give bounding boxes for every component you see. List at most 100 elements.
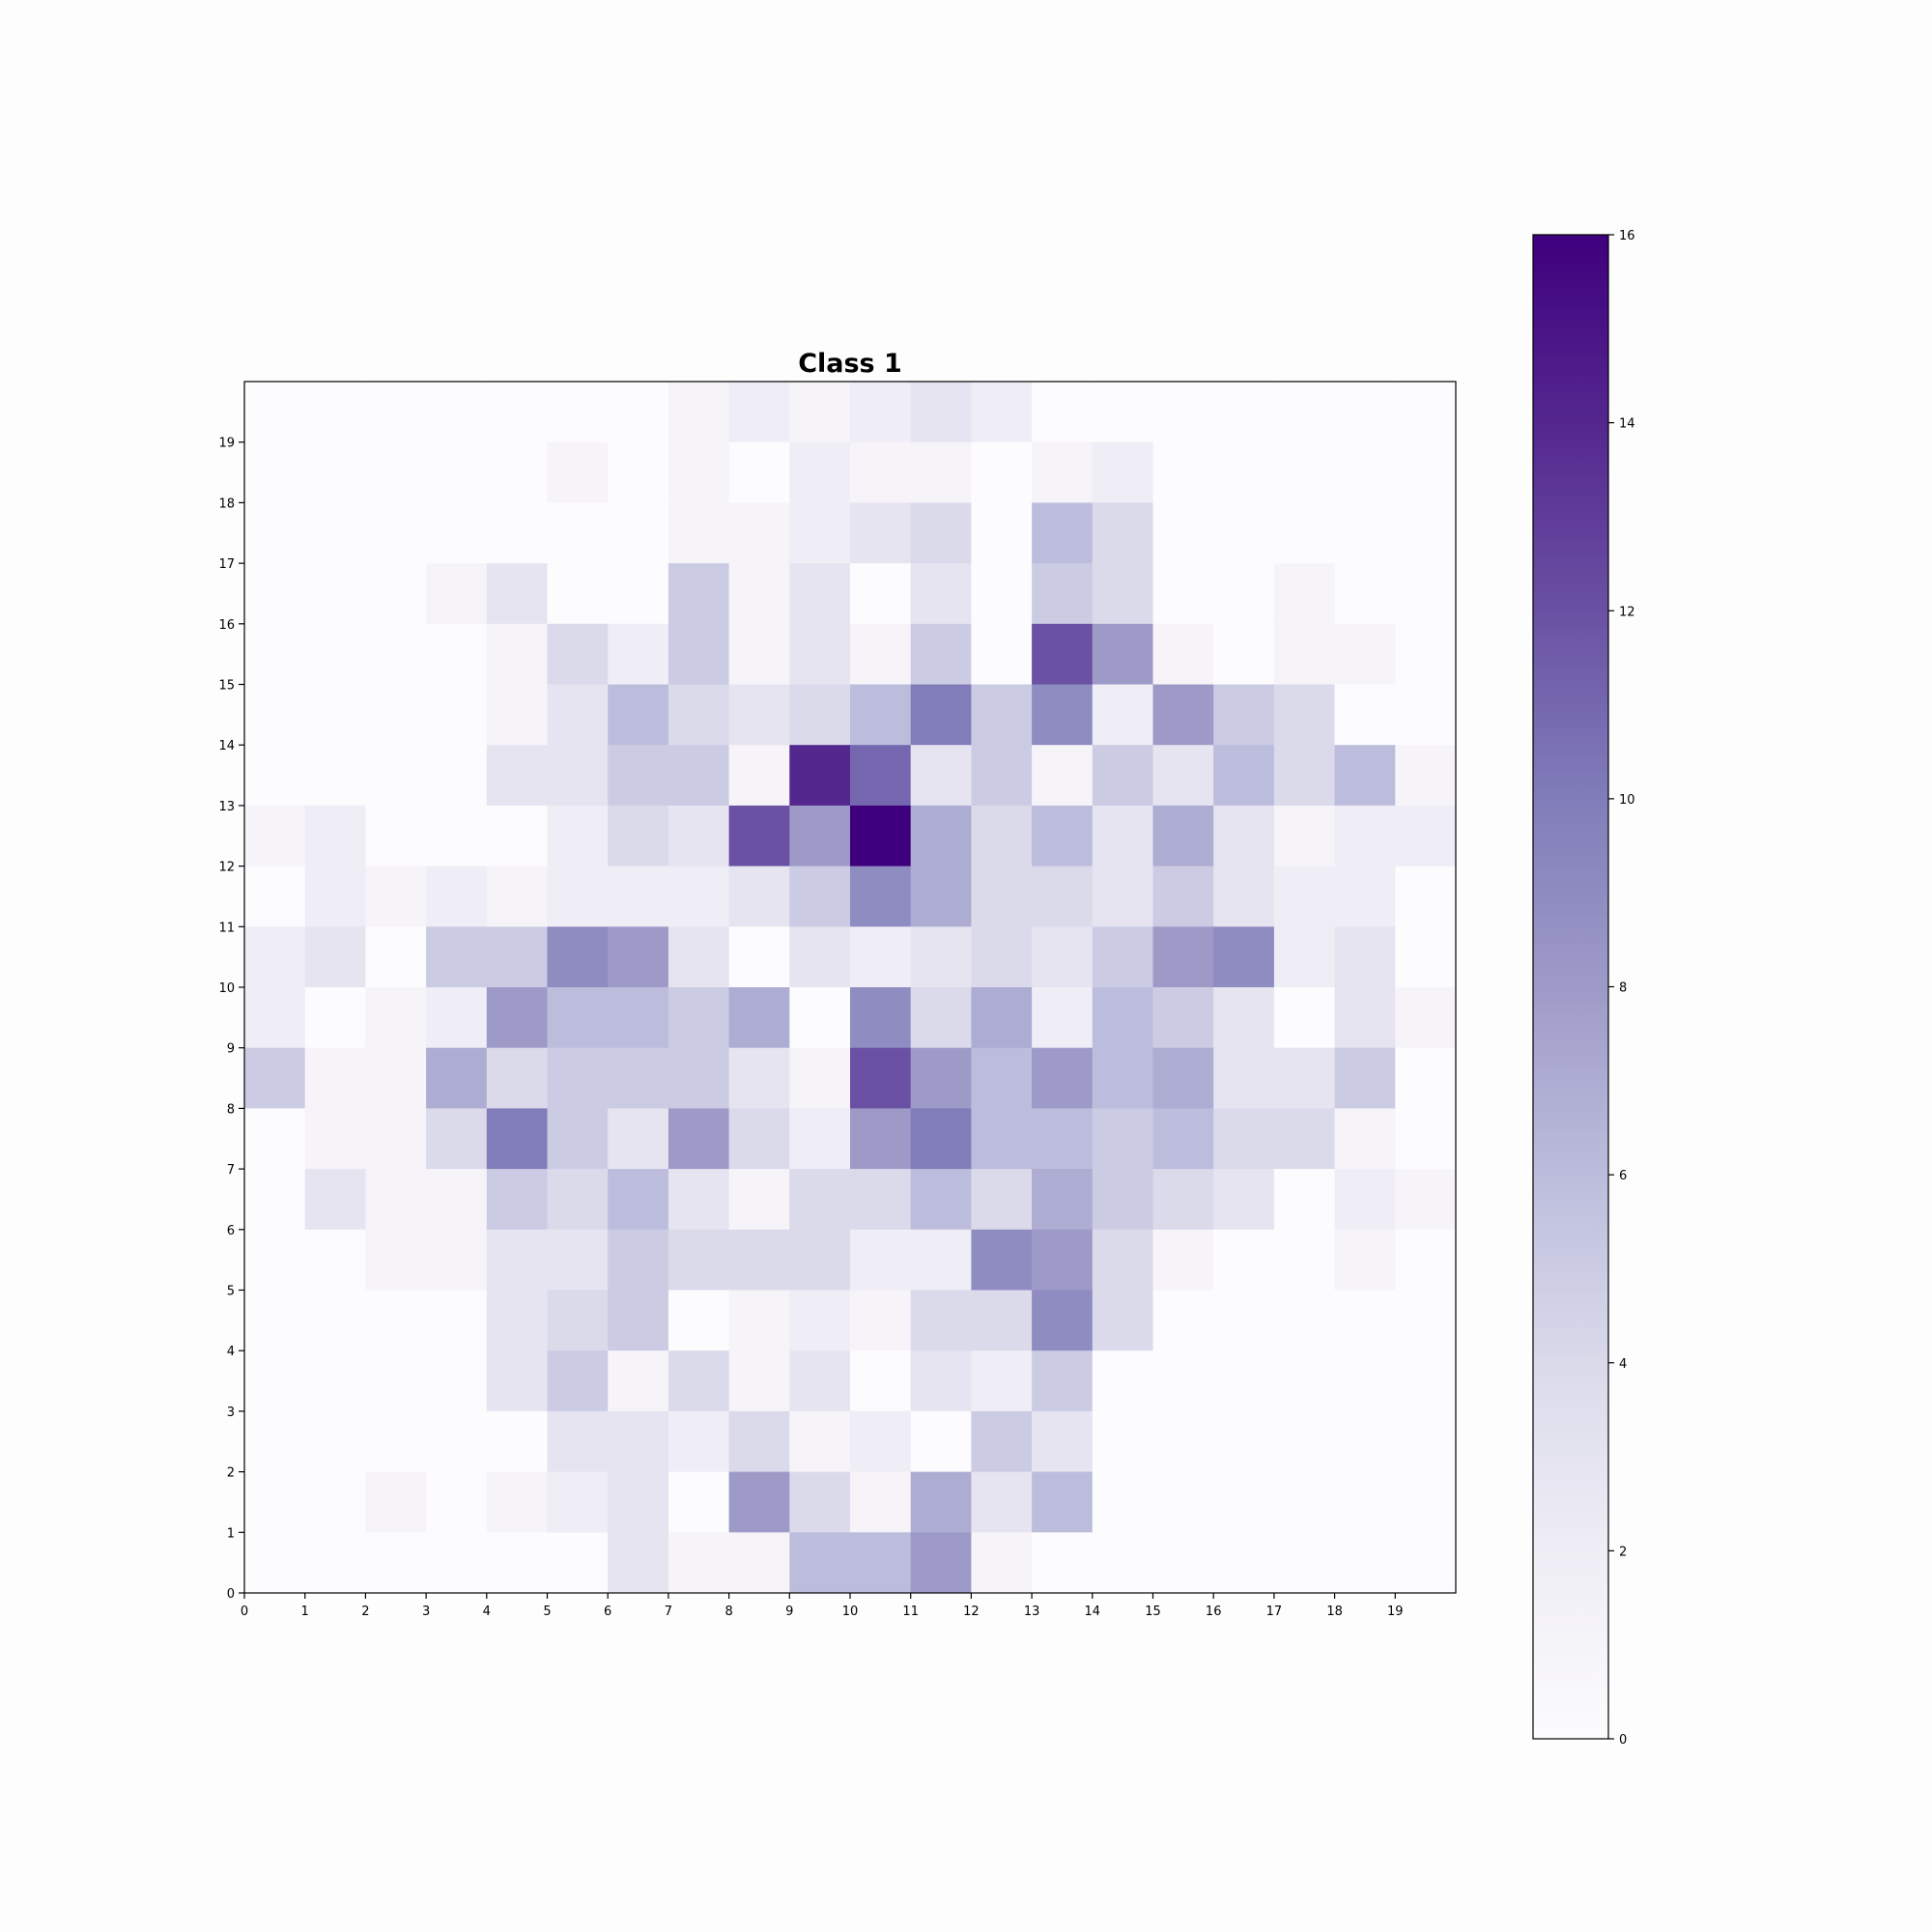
heatmap-cell bbox=[1213, 441, 1275, 503]
heatmap-cell bbox=[547, 623, 609, 685]
heatmap-cell bbox=[1395, 1471, 1457, 1533]
heatmap-cell bbox=[1152, 1532, 1214, 1594]
heatmap-cell bbox=[1092, 684, 1153, 746]
heatmap-cell bbox=[426, 1350, 488, 1412]
colorbar-tick-label: 4 bbox=[1619, 1357, 1627, 1372]
heatmap-cell bbox=[1092, 502, 1153, 564]
heatmap-cell bbox=[1032, 1229, 1094, 1291]
heatmap-cell bbox=[850, 1410, 912, 1473]
heatmap-cell bbox=[1334, 1350, 1396, 1412]
heatmap-cell bbox=[1395, 1532, 1457, 1594]
heatmap-cell bbox=[486, 1350, 548, 1412]
y-tick-label: 7 bbox=[227, 1163, 235, 1178]
heatmap-cell bbox=[1213, 1047, 1275, 1109]
x-tick-label: 16 bbox=[1206, 1605, 1222, 1619]
heatmap-cell bbox=[1092, 1471, 1153, 1533]
x-tick-label: 8 bbox=[724, 1605, 732, 1619]
heatmap-cell bbox=[244, 1229, 306, 1291]
heatmap-cell bbox=[1334, 866, 1396, 927]
heatmap-cell bbox=[426, 1290, 488, 1351]
heatmap-cell bbox=[608, 1229, 669, 1291]
heatmap-cell bbox=[668, 1290, 730, 1351]
heatmap-cell bbox=[1395, 805, 1457, 867]
heatmap-cell bbox=[728, 1169, 790, 1231]
heatmap-cell bbox=[608, 1410, 669, 1473]
heatmap-cell bbox=[1273, 1290, 1336, 1351]
heatmap-cell bbox=[1395, 441, 1457, 503]
x-tick-label: 3 bbox=[422, 1605, 430, 1619]
heatmap-cell bbox=[1032, 745, 1094, 807]
heatmap-cell bbox=[1334, 745, 1396, 807]
heatmap-cell bbox=[244, 805, 306, 867]
heatmap-cell bbox=[244, 987, 306, 1049]
heatmap-cell bbox=[971, 684, 1033, 746]
heatmap-cell bbox=[728, 623, 790, 685]
heatmap-cell bbox=[728, 563, 790, 625]
heatmap-cell bbox=[1092, 1229, 1153, 1291]
heatmap-cell bbox=[547, 1108, 609, 1170]
heatmap-cell bbox=[1032, 1290, 1094, 1351]
heatmap-cell bbox=[1152, 684, 1214, 746]
heatmap-cell bbox=[365, 866, 427, 927]
chart-title: Class 1 bbox=[798, 349, 902, 379]
heatmap-cell bbox=[608, 623, 669, 685]
y-tick-label: 3 bbox=[227, 1406, 235, 1420]
x-tick-label: 17 bbox=[1266, 1605, 1283, 1619]
heatmap-cell bbox=[728, 502, 790, 564]
heatmap-cell bbox=[668, 805, 730, 867]
heatmap-cell bbox=[1092, 1290, 1153, 1351]
heatmap-cell bbox=[1152, 1410, 1214, 1473]
heatmap-cell bbox=[1334, 987, 1396, 1049]
heatmap-cell bbox=[971, 1350, 1033, 1412]
heatmap-cell bbox=[1395, 684, 1457, 746]
heatmap-cell bbox=[547, 987, 609, 1049]
y-tick-label: 8 bbox=[227, 1102, 235, 1117]
heatmap-cell bbox=[1213, 1290, 1275, 1351]
heatmap-cell bbox=[850, 441, 912, 503]
heatmap-cell bbox=[1032, 684, 1094, 746]
y-tick-label: 5 bbox=[227, 1285, 235, 1299]
heatmap-cell bbox=[426, 1169, 488, 1231]
heatmap-cell bbox=[668, 1229, 730, 1291]
heatmap-cell bbox=[486, 1047, 548, 1109]
heatmap-cell bbox=[547, 805, 609, 867]
heatmap-cell bbox=[910, 1410, 972, 1473]
heatmap-cell bbox=[304, 926, 366, 988]
heatmap-cell bbox=[910, 926, 972, 988]
heatmap-cell bbox=[1213, 1229, 1275, 1291]
heatmap-cell bbox=[1213, 623, 1275, 685]
heatmap-cell bbox=[1334, 926, 1396, 988]
heatmap-cell bbox=[244, 1169, 306, 1231]
heatmap-cell bbox=[850, 1047, 912, 1109]
heatmap-cell bbox=[486, 987, 548, 1049]
heatmap-cell bbox=[971, 1290, 1033, 1351]
heatmap-cell bbox=[910, 441, 972, 503]
heatmap-cell bbox=[789, 805, 851, 867]
heatmap-cell bbox=[1213, 502, 1275, 564]
heatmap-cell bbox=[426, 1229, 488, 1291]
heatmap-cell bbox=[1092, 382, 1153, 443]
y-tick-label: 10 bbox=[218, 981, 235, 996]
heatmap-cell bbox=[668, 502, 730, 564]
heatmap-cell bbox=[910, 382, 972, 443]
heatmap-cell bbox=[486, 1532, 548, 1594]
heatmap-cell bbox=[1273, 623, 1336, 685]
heatmap-cell bbox=[1273, 1229, 1336, 1291]
heatmap-cell bbox=[910, 1047, 972, 1109]
heatmap-cell bbox=[426, 805, 488, 867]
x-tick-label: 18 bbox=[1326, 1605, 1343, 1619]
y-tick-label: 17 bbox=[218, 557, 235, 572]
y-tick-label: 4 bbox=[227, 1345, 235, 1359]
heatmap-cell bbox=[1334, 1169, 1396, 1231]
heatmap-cell bbox=[1152, 1169, 1214, 1231]
heatmap-cell bbox=[608, 1350, 669, 1412]
heatmap-cell bbox=[668, 382, 730, 443]
heatmap-cell bbox=[244, 1350, 306, 1412]
heatmap-cell bbox=[365, 987, 427, 1049]
heatmap-cell bbox=[1152, 745, 1214, 807]
heatmap-cell bbox=[850, 805, 912, 867]
heatmap-cell bbox=[1092, 745, 1153, 807]
x-tick-label: 7 bbox=[665, 1605, 672, 1619]
heatmap-cell bbox=[1092, 1532, 1153, 1594]
heatmap-cell bbox=[365, 1047, 427, 1109]
